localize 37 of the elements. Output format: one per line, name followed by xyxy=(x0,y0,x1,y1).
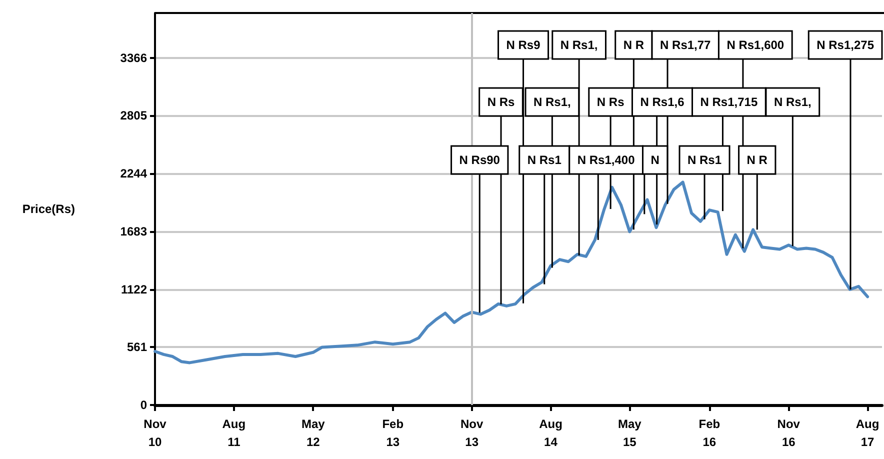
y-axis-title: Price(Rs) xyxy=(22,202,76,216)
annotation: N Rs9 xyxy=(506,38,541,52)
y-tick-label: 2244 xyxy=(120,166,148,181)
annotation: N R xyxy=(623,38,644,52)
x-tick-label: Nov 16 xyxy=(777,417,800,449)
x-tick-label: Nov 10 xyxy=(144,417,167,449)
annotation: N R xyxy=(746,153,768,167)
x-tick-label: Aug 14 xyxy=(539,417,562,449)
annotation: N Rs1,77 xyxy=(660,38,712,52)
x-tick-label: Aug 17 xyxy=(856,417,880,449)
y-tick-label: 1122 xyxy=(120,282,148,296)
y-tick-label: 0 xyxy=(140,398,148,412)
annotation: N Rs xyxy=(487,95,516,109)
x-tick-label: May 12 xyxy=(301,417,326,449)
annotation: N Rs1,6 xyxy=(640,95,685,109)
annotation: N Rs1,715 xyxy=(700,95,758,109)
annotation: N xyxy=(650,153,660,167)
x-tick-label: Aug 11 xyxy=(222,417,246,449)
x-tick-label: Nov 13 xyxy=(460,417,484,449)
x-tick-label: May 15 xyxy=(618,417,642,449)
y-tick-label: 3366 xyxy=(120,50,148,65)
line-series xyxy=(154,180,870,364)
annotation: N Rs1 xyxy=(527,153,562,167)
annotation: N Rs1,600 xyxy=(726,38,784,52)
annotation: N Rs xyxy=(596,95,625,109)
annotation: N Rs1, xyxy=(774,95,812,109)
annotation: N Rs1, xyxy=(534,95,571,109)
y-tick-label: 1683 xyxy=(120,224,148,238)
annotation: N Rs1 xyxy=(688,153,722,167)
y-tick-label: 561 xyxy=(126,340,148,354)
annotation: N Rs1,400 xyxy=(577,153,636,167)
annotation: N Rs1, xyxy=(560,38,598,52)
annotation: N Rs90 xyxy=(459,153,500,167)
y-tick-label: 2805 xyxy=(120,108,148,123)
annotation: N Rs1,275 xyxy=(816,38,874,52)
x-tick-label: Feb 16 xyxy=(698,417,720,449)
x-tick-label: Feb 13 xyxy=(382,417,404,449)
